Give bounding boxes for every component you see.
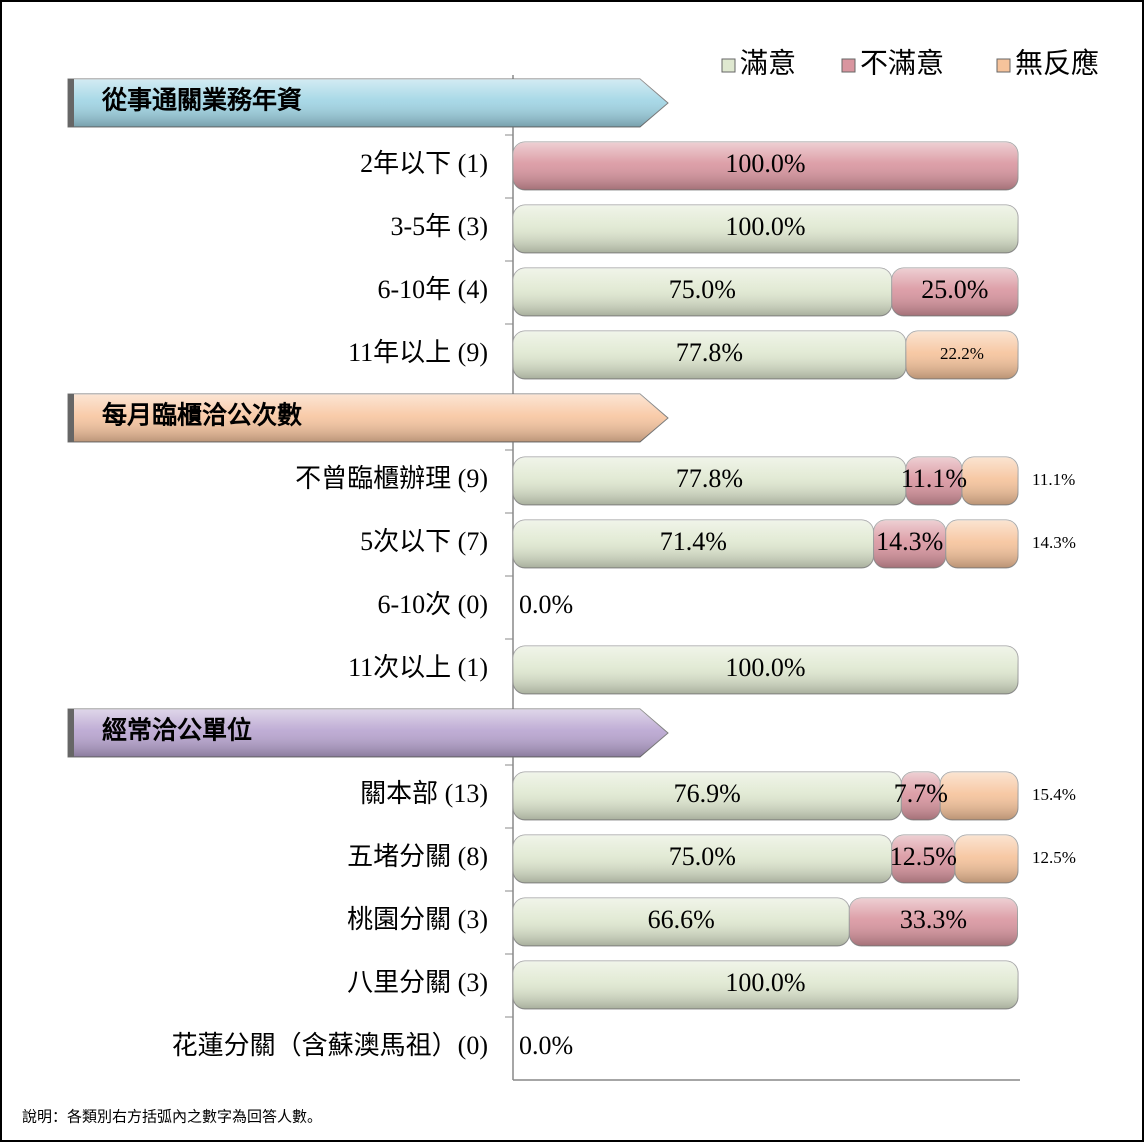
- value-label: 22.2%: [940, 344, 984, 363]
- value-label: 77.8%: [676, 464, 743, 493]
- legend-label: 滿意: [740, 47, 796, 79]
- group-banner-edge: [68, 709, 74, 757]
- value-label: 15.4%: [1032, 785, 1076, 804]
- group-title: 每月臨櫃洽公次數: [102, 401, 302, 430]
- bar-shade: [513, 520, 874, 568]
- value-label: 7.7%: [894, 779, 948, 808]
- group-banner-edge: [68, 394, 74, 442]
- value-label: 66.6%: [648, 905, 715, 934]
- value-label: 75.0%: [669, 842, 736, 871]
- value-label: 100.0%: [725, 653, 805, 682]
- group-title: 從事通關業務年資: [101, 86, 302, 115]
- value-label: 100.0%: [725, 212, 805, 241]
- legend-swatch: [841, 58, 856, 73]
- value-label: 100.0%: [725, 149, 805, 178]
- group-banner-shade: [68, 79, 668, 127]
- value-label: 33.3%: [900, 905, 967, 934]
- bar-shade: [513, 331, 906, 379]
- value-label: 0.0%: [519, 590, 573, 619]
- value-label: 12.5%: [1032, 848, 1076, 867]
- value-label: 75.0%: [669, 275, 736, 304]
- legend-swatch: [996, 58, 1011, 73]
- bar-shade: [873, 520, 946, 568]
- bar-shade: [513, 961, 1018, 1009]
- category-label: 6-10次 (0): [378, 590, 488, 619]
- bar-shade: [905, 457, 962, 505]
- category-label: 11年以上 (9): [348, 338, 488, 367]
- bar-shade: [940, 772, 1018, 820]
- bar-shade: [513, 142, 1018, 190]
- value-label: 11.1%: [1032, 470, 1075, 489]
- group-banner-shade: [68, 709, 668, 757]
- note: 說明：各類別右方括弧內之數字為回答人數。: [22, 1108, 322, 1125]
- bar-shade: [961, 457, 1018, 505]
- value-label: 100.0%: [725, 968, 805, 997]
- bar-shade: [849, 898, 1018, 946]
- category-label: 3-5年 (3): [391, 212, 488, 241]
- bar-shade: [513, 646, 1018, 694]
- bar-shade: [513, 205, 1018, 253]
- value-label: 14.3%: [876, 527, 943, 556]
- bar-shade: [513, 457, 906, 505]
- bar-shade: [513, 772, 902, 820]
- group-banner-edge: [68, 79, 74, 127]
- category-label: 11次以上 (1): [348, 653, 488, 682]
- category-label: 5次以下 (7): [360, 527, 488, 556]
- bar-shade: [513, 898, 850, 946]
- category-label: 不曾臨櫃辦理 (9): [295, 464, 488, 493]
- category-label: 6-10年 (4): [378, 275, 488, 304]
- bar-shade: [891, 835, 955, 883]
- category-label: 關本部 (13): [360, 779, 488, 808]
- group-banner-shade: [68, 394, 668, 442]
- value-label: 25.0%: [921, 275, 988, 304]
- category-label: 五堵分關 (8): [347, 842, 488, 871]
- value-label: 0.0%: [519, 1031, 573, 1060]
- category-label: 2年以下 (1): [360, 149, 488, 178]
- bar-shade: [945, 520, 1018, 568]
- bar-shade: [891, 268, 1018, 316]
- value-label: 76.9%: [674, 779, 741, 808]
- group-title: 經常洽公單位: [102, 716, 252, 745]
- legend-label: 無反應: [1015, 47, 1099, 79]
- category-label: 桃園分關 (3): [347, 905, 488, 934]
- legend-label: 不滿意: [860, 47, 944, 79]
- category-label: 八里分關 (3): [347, 968, 488, 997]
- category-label: 花蓮分關（含蘇澳馬祖）(0): [172, 1031, 488, 1060]
- value-label: 77.8%: [676, 338, 743, 367]
- bar-shade: [954, 835, 1018, 883]
- value-label: 11.1%: [901, 464, 967, 493]
- legend-swatch: [721, 58, 736, 73]
- bar-shade: [901, 772, 941, 820]
- value-label: 71.4%: [660, 527, 727, 556]
- bar-shade: [905, 331, 1018, 379]
- bar-shade: [513, 835, 892, 883]
- bar-shade: [513, 268, 892, 316]
- value-label: 14.3%: [1032, 533, 1076, 552]
- value-label: 12.5%: [890, 842, 957, 871]
